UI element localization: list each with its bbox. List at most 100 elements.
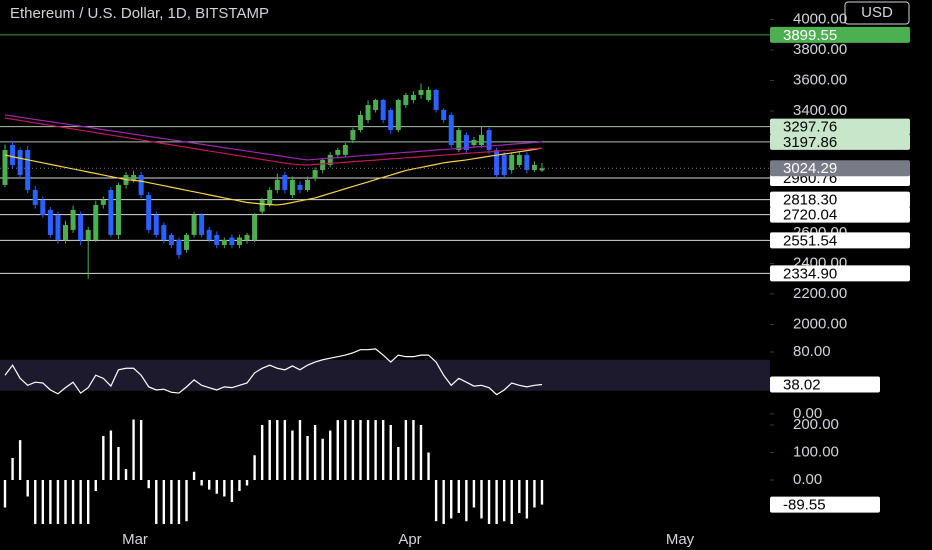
candle-body [327, 154, 333, 165]
chart-title: Ethereum / U.S. Dollar, 1D, BITSTAMP [10, 5, 269, 22]
histogram-bar [34, 479, 37, 524]
currency-box [844, 1, 910, 25]
candle-body [229, 237, 235, 246]
last-price-label: 3024.29 [783, 160, 837, 177]
histogram-bar [268, 420, 271, 480]
level-label: 3297.76 [783, 119, 837, 136]
candle-body [17, 150, 23, 176]
histogram-bar [540, 479, 544, 505]
histogram-bar [139, 420, 143, 480]
candle-body [138, 175, 144, 196]
candle-body [153, 214, 159, 235]
histogram-bar [359, 420, 362, 480]
histogram-bar [64, 479, 67, 524]
candle-body [418, 89, 424, 95]
histogram-bar [117, 447, 120, 480]
histogram-bar [480, 479, 483, 519]
candle-body [131, 175, 137, 180]
histogram-bar [79, 479, 82, 524]
candle-body [342, 144, 348, 155]
level-label-box [770, 232, 910, 249]
x-tick-label: May [666, 531, 695, 548]
histogram-bar [321, 438, 324, 480]
candle-body [320, 159, 326, 170]
histogram-bar [147, 479, 150, 489]
y-tick-label: 200.00 [793, 416, 839, 433]
candle-body [100, 200, 106, 205]
level-label: 2720.04 [783, 207, 837, 224]
candle-body [236, 237, 242, 246]
x-tick-label: Apr [398, 531, 421, 548]
histogram-value-box [770, 496, 880, 513]
histogram-bar [351, 420, 355, 480]
candle-body [289, 179, 295, 196]
histogram-bar [374, 420, 377, 480]
histogram-bar [412, 420, 415, 480]
histogram-bar [329, 430, 332, 480]
candle-body [373, 100, 379, 110]
y-tick-label: 80.00 [793, 343, 831, 360]
candle-body [282, 175, 288, 190]
candle-body [25, 150, 31, 190]
candle-body [176, 239, 182, 255]
level-label: 2551.54 [783, 232, 837, 249]
histogram-bar [276, 420, 279, 480]
histogram-bar [94, 479, 97, 491]
candle-body [509, 154, 515, 170]
candle-body [305, 179, 311, 190]
histogram-bar [404, 420, 408, 480]
candle-body [214, 234, 220, 246]
candle-body [47, 209, 53, 235]
rsi-band [0, 359, 770, 391]
candle-body [206, 229, 212, 240]
histogram-bar [238, 479, 241, 491]
histogram-bar [427, 452, 430, 480]
histogram-bar [192, 471, 196, 480]
histogram-bar [86, 479, 90, 524]
histogram-bar [253, 455, 256, 480]
y-tick-label: 2200.00 [793, 285, 847, 302]
level-label-box [770, 265, 910, 282]
candle-body [93, 204, 99, 240]
histogram-bar [18, 440, 22, 480]
histogram-bar [442, 479, 445, 524]
moving-average [4, 114, 543, 161]
histogram-bar [495, 479, 498, 524]
candle-body [350, 130, 356, 140]
candle-body [448, 114, 454, 145]
candle-body [199, 214, 205, 235]
histogram-bar [291, 430, 294, 480]
y-tick-label: 3800.00 [793, 41, 847, 58]
histogram-bar [200, 479, 203, 486]
candle-body [486, 130, 492, 151]
y-tick-label: 3400.00 [793, 102, 847, 119]
histogram-bar [260, 425, 264, 480]
histogram-bar [245, 479, 249, 486]
candle-body [259, 200, 265, 212]
level-label-box [770, 118, 910, 135]
candle-body [32, 189, 38, 205]
rsi-value-box [770, 376, 880, 393]
candle-body [10, 144, 16, 165]
histogram-bar [450, 479, 453, 519]
candle-body [244, 234, 250, 240]
candle-body [531, 164, 537, 170]
y-tick-label: 3600.00 [793, 71, 847, 88]
candle-body [267, 189, 273, 205]
histogram-bar [283, 420, 287, 480]
level-label-box [770, 206, 910, 223]
level-label: 3197.86 [783, 134, 837, 151]
candle-body [433, 89, 439, 110]
candle-body [539, 168, 545, 171]
histogram-bar [109, 430, 113, 480]
candle-body [168, 234, 174, 246]
level-label: 3899.55 [783, 27, 837, 44]
histogram-bar [185, 479, 188, 522]
candle-body [456, 130, 462, 151]
y-tick-label: 0.00 [793, 471, 822, 488]
histogram-bar [102, 436, 105, 480]
histogram-bar [434, 479, 438, 522]
candle-body [335, 150, 341, 155]
histogram-bar [56, 479, 60, 524]
histogram-bar [306, 436, 309, 480]
